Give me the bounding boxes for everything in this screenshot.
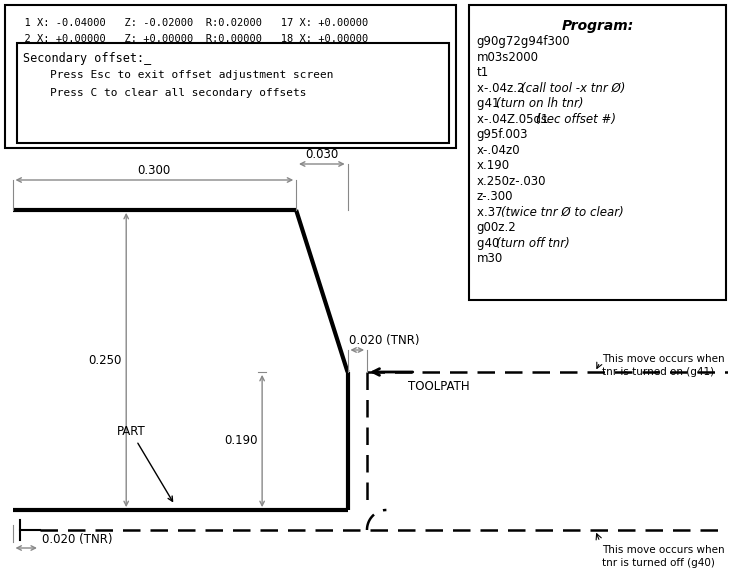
Text: PART: PART xyxy=(116,425,172,502)
Text: x-.04Z.05d1: x-.04Z.05d1 xyxy=(477,112,552,125)
Text: Secondary offset:_: Secondary offset:_ xyxy=(23,52,152,65)
Text: (call tool -x tnr Ø): (call tool -x tnr Ø) xyxy=(520,82,626,95)
FancyBboxPatch shape xyxy=(469,5,726,300)
Text: 0.190: 0.190 xyxy=(224,435,257,447)
Text: x-.04z.2: x-.04z.2 xyxy=(477,82,528,95)
Text: 0.020 (TNR): 0.020 (TNR) xyxy=(349,334,419,347)
Text: g40: g40 xyxy=(477,236,502,249)
Text: g41: g41 xyxy=(477,97,503,110)
Text: Press Esc to exit offset adjustment screen: Press Esc to exit offset adjustment scre… xyxy=(23,70,334,80)
Text: m03s2000: m03s2000 xyxy=(477,51,538,64)
Text: (turn off tnr): (turn off tnr) xyxy=(496,236,570,249)
Text: x.190: x.190 xyxy=(477,159,510,172)
Text: m30: m30 xyxy=(477,252,503,265)
Text: 0.300: 0.300 xyxy=(138,164,171,177)
Text: Press C to clear all secondary offsets: Press C to clear all secondary offsets xyxy=(23,88,307,98)
Text: This move occurs when
tnr is turned on (g41): This move occurs when tnr is turned on (… xyxy=(602,354,724,377)
Text: 2 X: +0.00000   Z: +0.00000  R:0.00000   18 X: +0.00000: 2 X: +0.00000 Z: +0.00000 R:0.00000 18 X… xyxy=(12,34,368,44)
Text: g95f.003: g95f.003 xyxy=(477,128,528,141)
Text: 0.020 (TNR): 0.020 (TNR) xyxy=(42,533,112,546)
Text: This move occurs when
tnr is turned off (g40): This move occurs when tnr is turned off … xyxy=(602,545,724,568)
Text: t1: t1 xyxy=(477,66,489,79)
Text: g90g72g94f300: g90g72g94f300 xyxy=(477,35,570,48)
Text: 0.250: 0.250 xyxy=(88,353,122,366)
Text: x.37: x.37 xyxy=(477,205,506,219)
Text: Program:: Program: xyxy=(562,19,634,33)
Text: (turn on lh tnr): (turn on lh tnr) xyxy=(496,97,584,110)
Text: x-.04z0: x-.04z0 xyxy=(477,143,520,156)
Text: 0.030: 0.030 xyxy=(305,148,338,161)
FancyBboxPatch shape xyxy=(17,43,449,143)
Text: 1 X: -0.04000   Z: -0.02000  R:0.02000   17 X: +0.00000: 1 X: -0.04000 Z: -0.02000 R:0.02000 17 X… xyxy=(12,18,368,28)
Text: x.250z-.030: x.250z-.030 xyxy=(477,175,546,188)
Text: g00z.2: g00z.2 xyxy=(477,221,517,234)
FancyBboxPatch shape xyxy=(4,5,456,148)
Text: TOOLPATH: TOOLPATH xyxy=(408,380,470,393)
Text: (twice tnr Ø to clear): (twice tnr Ø to clear) xyxy=(501,205,624,219)
Text: (sec offset #): (sec offset #) xyxy=(536,112,616,125)
Text: z-.300: z-.300 xyxy=(477,190,513,203)
